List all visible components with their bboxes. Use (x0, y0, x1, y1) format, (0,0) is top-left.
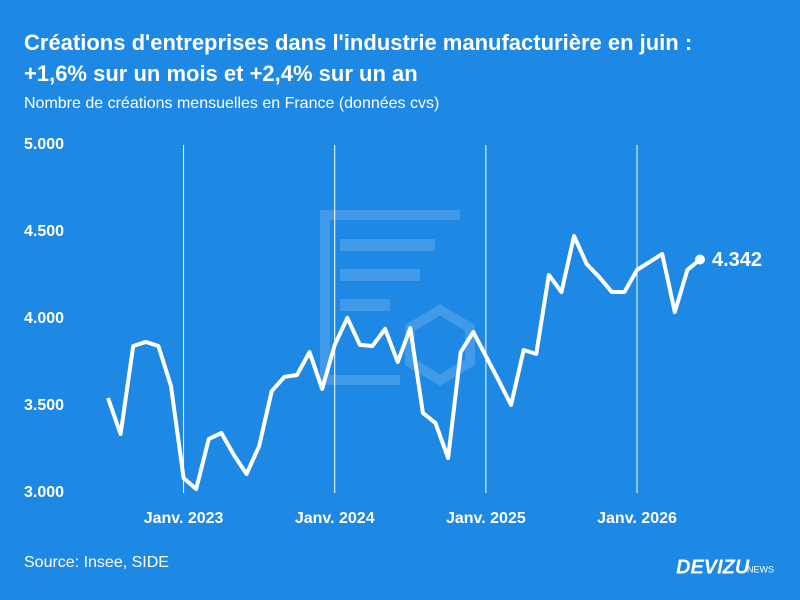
x-tick-label: Janv. 2024 (295, 510, 375, 527)
x-tick-label: Janv. 2025 (446, 510, 526, 527)
brand: DEVIZU (676, 556, 750, 578)
data-line (106, 234, 702, 491)
y-tick-label: 5.000 (24, 136, 64, 153)
y-tick-label: 4.500 (24, 223, 64, 240)
x-tick-label: Janv. 2023 (144, 510, 224, 527)
chart-title: Créations d'entreprises dans l'industrie… (24, 30, 692, 55)
x-tick-label: Janv. 2026 (597, 510, 677, 527)
brand-suffix: NEWS (747, 564, 774, 574)
y-tick-label: 3.000 (24, 484, 64, 501)
chart-subtitle: Nombre de créations mensuelles en France… (24, 95, 439, 112)
chart-title: +1,6% sur un mois et +2,4% sur un an (24, 61, 418, 86)
value-label: 4.342 (712, 249, 762, 271)
y-tick-label: 3.500 (24, 397, 64, 414)
y-tick-label: 4.000 (24, 310, 64, 327)
source: Source: Insee, SIDE (24, 554, 169, 571)
end-point (695, 254, 705, 265)
